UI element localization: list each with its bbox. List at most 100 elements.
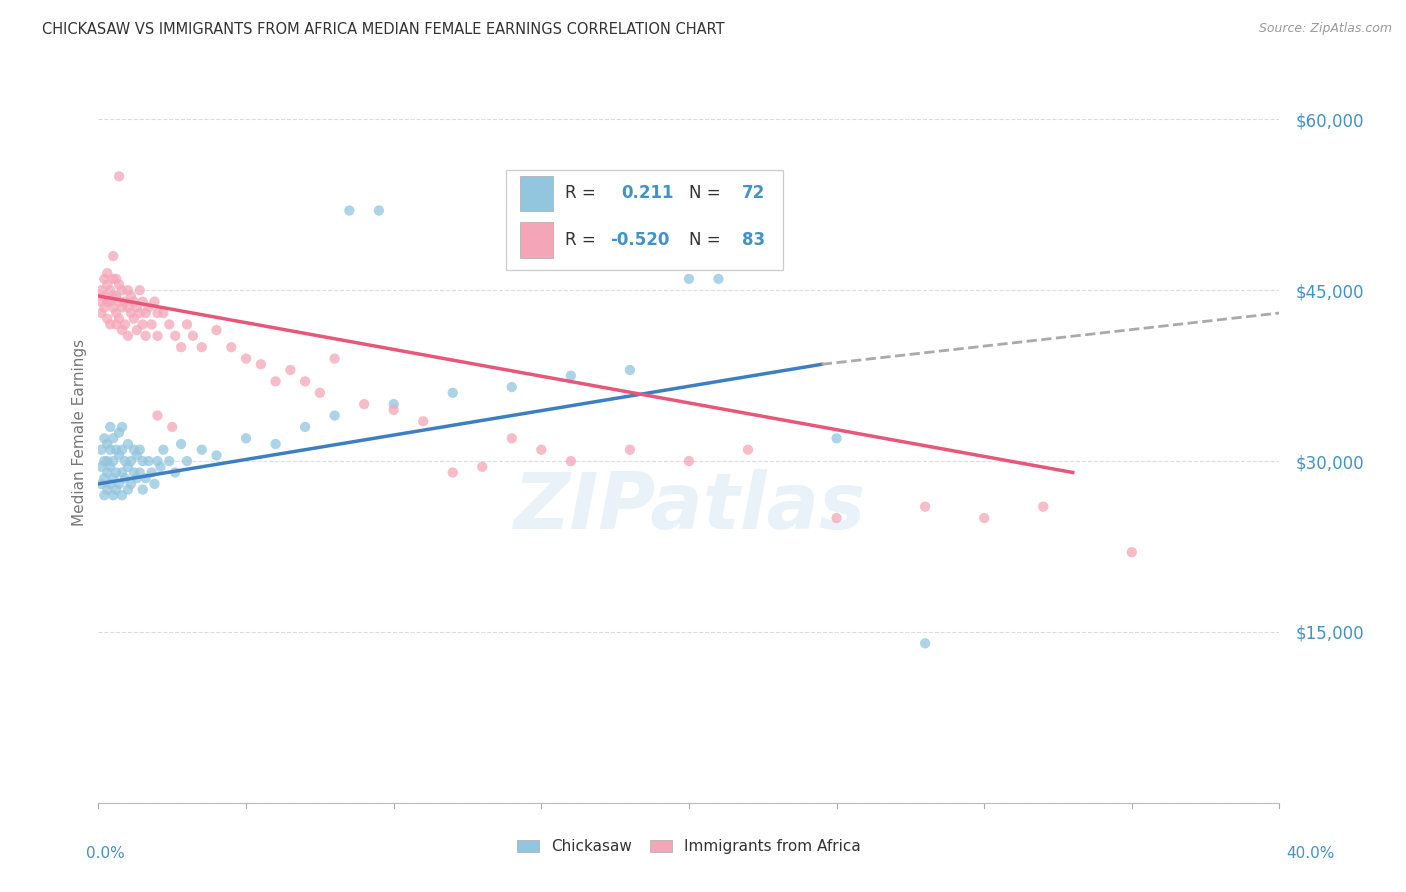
Point [162, 420, 183, 434]
Text: N =: N = [689, 185, 720, 202]
Point [105, 466, 128, 480]
Point [117, 483, 139, 497]
Bar [520, 176, 553, 211]
Point [170, 340, 193, 354]
Point [108, 476, 131, 491]
Point [141, 466, 163, 480]
Point [441, 385, 464, 400]
Text: 72: 72 [742, 185, 765, 202]
Point [108, 311, 131, 326]
Point [143, 476, 166, 491]
Point [382, 402, 405, 417]
Text: CHICKASAW VS IMMIGRANTS FROM AFRICA MEDIAN FEMALE EARNINGS CORRELATION CHART: CHICKASAW VS IMMIGRANTS FROM AFRICA MEDI… [42, 22, 725, 37]
Point [152, 306, 174, 320]
Point [176, 454, 198, 468]
Point [103, 454, 125, 468]
Point [165, 466, 187, 480]
Point [108, 425, 131, 440]
Text: -0.520: -0.520 [610, 231, 669, 249]
Point [560, 454, 582, 468]
Point [93, 272, 115, 286]
Point [111, 283, 134, 297]
Point [96, 483, 118, 497]
Point [135, 328, 157, 343]
Point [205, 449, 228, 463]
Point [90, 442, 112, 457]
Point [103, 289, 125, 303]
Point [111, 420, 134, 434]
Point [90, 294, 112, 309]
Point [132, 483, 155, 497]
Point [323, 351, 346, 366]
Text: 0.211: 0.211 [621, 185, 673, 202]
Point [114, 454, 136, 468]
Point [264, 375, 287, 389]
Point [98, 476, 121, 491]
Point [125, 301, 148, 315]
Text: Source: ZipAtlas.com: Source: ZipAtlas.com [1258, 22, 1392, 36]
Text: 40.0%: 40.0% [1286, 846, 1334, 861]
Point [98, 459, 121, 474]
Point [114, 471, 136, 485]
Point [96, 266, 118, 280]
Point [120, 306, 142, 320]
Point [122, 294, 145, 309]
Point [96, 294, 118, 309]
Point [98, 318, 121, 332]
Point [98, 294, 121, 309]
Point [103, 471, 125, 485]
Point [96, 466, 118, 480]
Text: 0.0%: 0.0% [86, 846, 125, 861]
Point [93, 454, 115, 468]
Point [294, 375, 316, 389]
Point [125, 471, 148, 485]
Point [128, 466, 150, 480]
Point [122, 466, 145, 480]
Point [146, 454, 169, 468]
Point [132, 318, 155, 332]
Point [737, 442, 759, 457]
Point [103, 301, 125, 315]
Point [152, 442, 174, 457]
Point [114, 294, 136, 309]
Point [825, 511, 848, 525]
Point [125, 449, 148, 463]
Point [98, 283, 121, 297]
Point [530, 442, 553, 457]
Point [135, 471, 157, 485]
Point [560, 368, 582, 383]
Point [90, 476, 112, 491]
Point [141, 318, 163, 332]
Point [90, 459, 112, 474]
Point [96, 277, 118, 292]
Point [105, 318, 128, 332]
Point [339, 203, 361, 218]
Point [235, 351, 257, 366]
Point [93, 301, 115, 315]
Point [501, 380, 523, 394]
Point [120, 454, 142, 468]
Point [105, 306, 128, 320]
Point [678, 454, 700, 468]
Point [98, 442, 121, 457]
Point [111, 442, 134, 457]
Y-axis label: Median Female Earnings: Median Female Earnings [72, 339, 87, 526]
Point [132, 454, 155, 468]
Point [90, 306, 112, 320]
Point [619, 363, 641, 377]
Point [205, 323, 228, 337]
Point [108, 449, 131, 463]
Text: N =: N = [689, 231, 720, 249]
Point [111, 466, 134, 480]
Point [280, 363, 302, 377]
Point [264, 437, 287, 451]
Point [111, 323, 134, 337]
Text: R =: R = [565, 231, 596, 249]
Point [105, 442, 128, 457]
Point [93, 289, 115, 303]
Point [501, 431, 523, 445]
Point [181, 328, 204, 343]
Point [368, 203, 391, 218]
Point [128, 306, 150, 320]
Point [105, 483, 128, 497]
